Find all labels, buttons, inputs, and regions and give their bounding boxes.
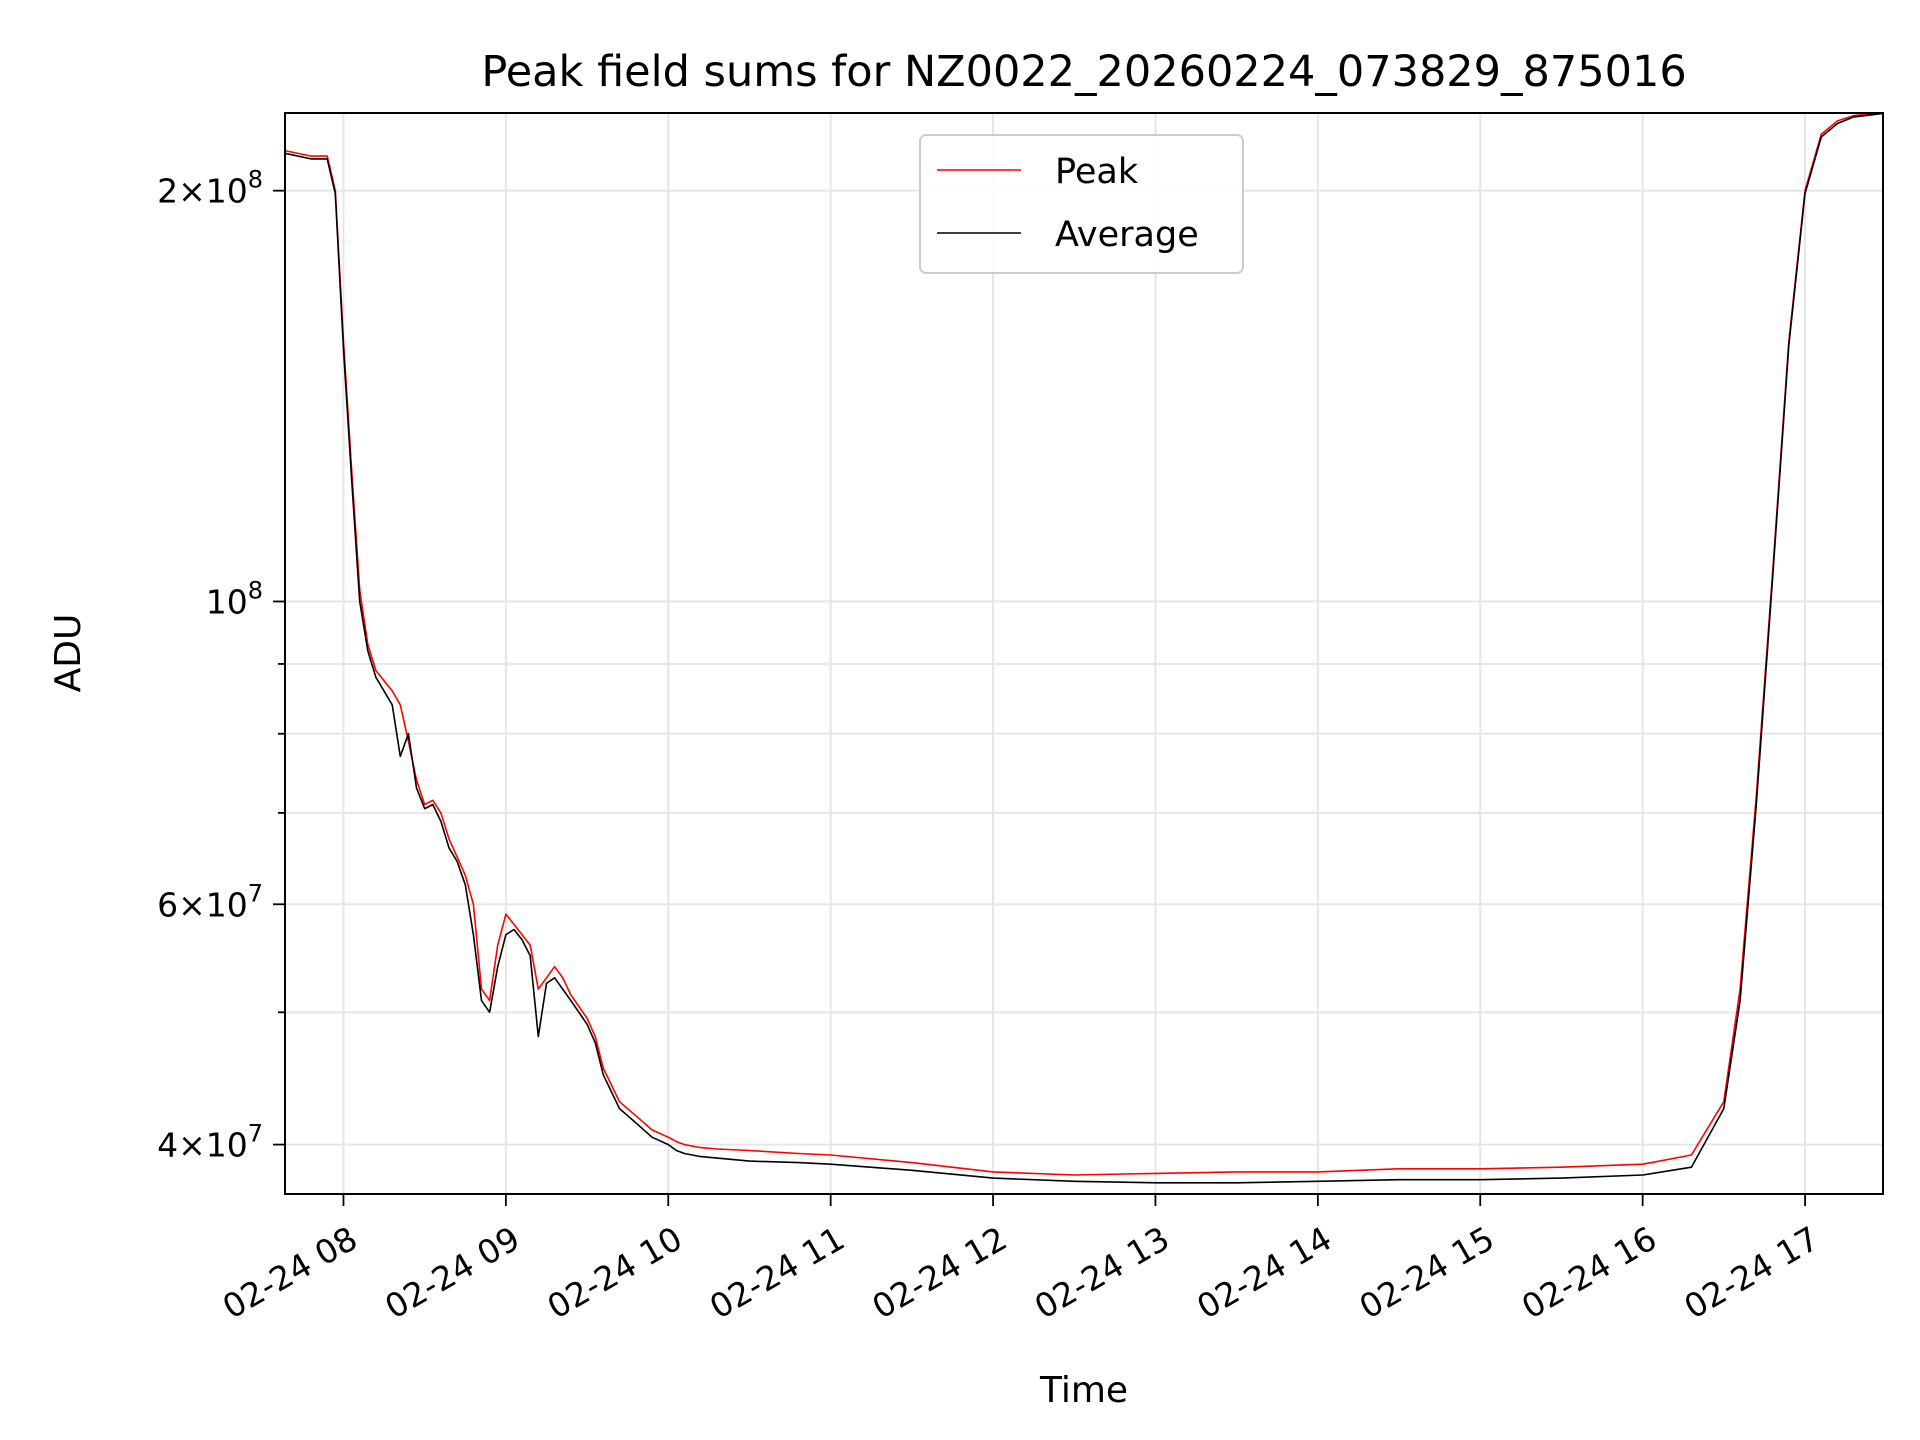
y-tick-label: 6×107	[157, 879, 263, 924]
y-tick-times: ×10	[178, 885, 248, 924]
chart-title: Peak field sums for NZ0022_20260224_0738…	[481, 47, 1686, 97]
y-tick-base: 10	[206, 582, 248, 621]
y-axis-label: ADU	[48, 614, 89, 693]
y-tick-exponent: 7	[248, 1120, 263, 1148]
y-tick-label: 2×108	[157, 166, 263, 211]
y-tick-exponent: 8	[248, 166, 263, 194]
y-tick-mantissa: 6	[157, 885, 178, 924]
y-tick-times: ×10	[178, 1126, 248, 1165]
x-axis-label: Time	[1039, 1370, 1128, 1411]
grid	[285, 113, 1883, 1194]
y-tick-times: ×10	[178, 172, 248, 211]
plot-frame	[284, 112, 1884, 1195]
y-tick-exponent: 8	[248, 576, 263, 604]
y-tick-label: 4×107	[157, 1120, 263, 1165]
series-group	[284, 112, 1884, 1184]
legend-label-average: Average	[1055, 215, 1199, 255]
y-tick-exponent: 7	[248, 879, 263, 907]
y-tick-label: 108	[206, 576, 263, 621]
y-tick-mantissa: 2	[157, 172, 178, 211]
y-tick-mantissa: 4	[157, 1126, 178, 1165]
legend: Peak Average	[919, 134, 1244, 274]
series-line-average	[284, 112, 1884, 1184]
legend-label-peak: Peak	[1055, 152, 1139, 192]
